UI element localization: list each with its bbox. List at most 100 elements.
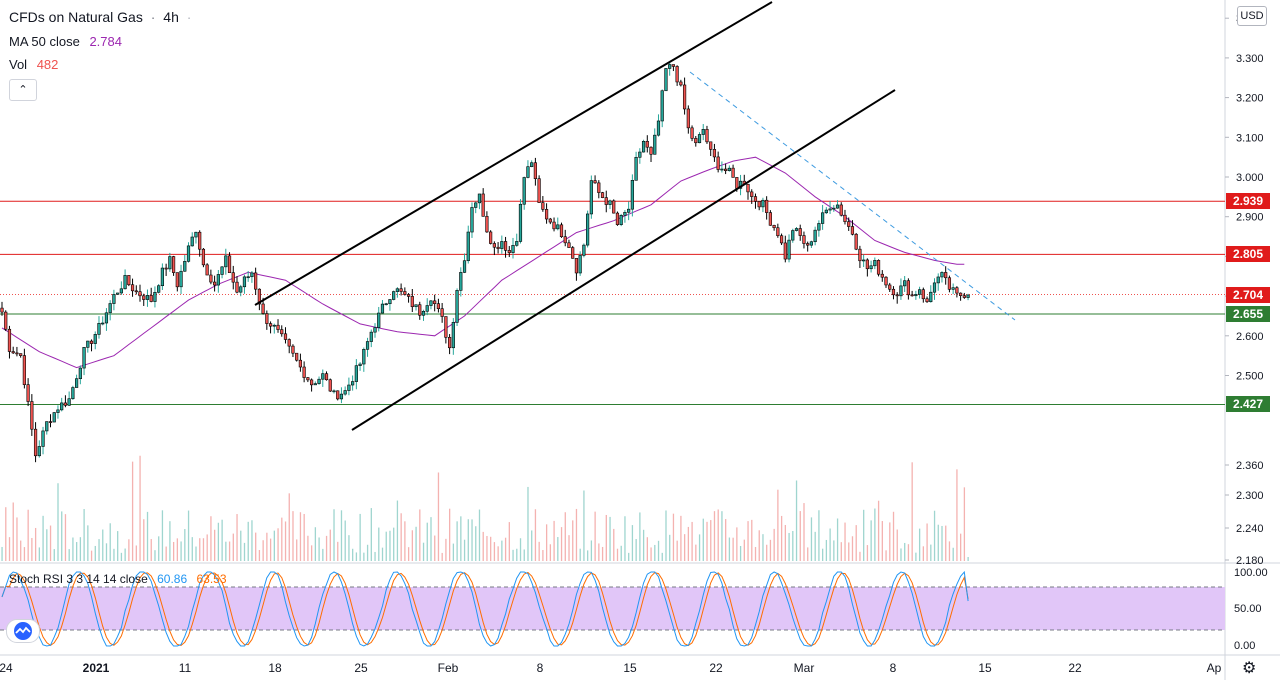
ma-value: 2.784	[89, 34, 122, 49]
candle-body	[839, 204, 843, 216]
volume-bar	[72, 537, 74, 561]
volume-bar	[463, 539, 466, 561]
channel-lower-line[interactable]	[351, 89, 896, 431]
tradingview-logo-icon[interactable]	[6, 619, 40, 643]
volume-bar	[139, 455, 141, 561]
volume-bar	[105, 543, 108, 561]
volume-bar	[87, 525, 89, 561]
collapse-legend-button[interactable]: ⌃	[9, 79, 37, 101]
candle-body	[421, 310, 426, 316]
volume-bar	[117, 531, 119, 561]
volume-bar	[784, 524, 786, 561]
stoch-legend[interactable]: Stoch RSI 3 3 14 14 close 60.86 63.53	[9, 572, 227, 586]
candle-body	[186, 245, 191, 262]
candle-body	[160, 267, 164, 287]
candle-body	[127, 275, 131, 286]
candle-body	[466, 231, 470, 262]
candle-body	[97, 323, 101, 335]
volume-bar	[836, 518, 839, 561]
volume-bar	[172, 541, 175, 561]
candle-body	[362, 349, 366, 365]
volume-bar	[486, 535, 488, 561]
volume-bar	[676, 540, 678, 561]
candle-body	[850, 226, 855, 235]
volume-bar	[747, 521, 749, 561]
candle-body	[589, 180, 593, 215]
volume-bar	[243, 542, 246, 561]
volume-bar	[269, 538, 272, 561]
trend-drawings[interactable]	[254, 1, 1016, 431]
symbol-title: CFDs on Natural Gas	[9, 9, 143, 25]
volume-bar	[57, 483, 59, 561]
candle-body	[653, 134, 657, 155]
candle-body	[694, 138, 698, 144]
candle-body	[265, 313, 269, 324]
candle-body	[563, 236, 567, 244]
settings-gear-icon[interactable]: ⚙	[1242, 660, 1257, 677]
volume-bar	[337, 541, 339, 561]
candle-body	[537, 178, 541, 203]
candle-body	[798, 228, 802, 236]
volume-bar	[527, 486, 529, 561]
volume-bar	[266, 532, 268, 561]
volume-bar	[572, 520, 574, 561]
volume-bar	[348, 535, 350, 561]
volume-bar	[206, 534, 208, 561]
candle-body	[157, 285, 161, 293]
volume-bar	[333, 509, 335, 561]
volume-bar	[340, 510, 343, 561]
symbol-legend[interactable]: CFDs on Natural Gas · 4h ·	[9, 9, 191, 25]
candle-body	[272, 324, 276, 327]
volume-bar	[680, 515, 682, 561]
candle-body	[254, 272, 258, 290]
candle-body	[701, 129, 705, 135]
ma-label: MA 50 close	[9, 34, 80, 49]
volume-bar	[545, 524, 548, 561]
candle-body	[440, 308, 444, 317]
candle-body	[354, 365, 358, 382]
horizontal-levels[interactable]	[0, 200, 1225, 405]
vol-legend[interactable]: Vol 482	[9, 57, 58, 72]
volume-bar	[695, 544, 697, 561]
volume-bar	[605, 514, 607, 561]
volume-bar	[717, 509, 719, 561]
volume-bar	[710, 520, 712, 561]
volume-bar	[53, 549, 55, 561]
volume-bar	[687, 526, 690, 561]
time-axis[interactable]: 24 2021 11 18 25 Feb 8 15 22 Mar 8 15 22 Ap	[0, 661, 1222, 675]
volume-bar	[762, 534, 764, 561]
volume-bar	[766, 544, 768, 561]
candle-body	[735, 177, 739, 189]
volume-bar	[814, 531, 816, 561]
volume-bar	[31, 537, 33, 561]
candle-body	[250, 272, 254, 278]
volume-bar	[691, 521, 693, 561]
volume-bar	[90, 550, 93, 561]
volume-bar	[49, 525, 52, 561]
volume-bar	[296, 539, 298, 561]
candle-body	[500, 241, 504, 249]
candle-body	[783, 242, 787, 260]
volume-bar	[669, 534, 671, 561]
candle-body	[403, 291, 407, 295]
volume-bar	[471, 519, 473, 561]
candle-body	[11, 351, 15, 354]
candle-body	[753, 196, 758, 202]
candle-body	[951, 287, 955, 290]
volume-bar	[773, 528, 775, 561]
time-tick-label: Feb	[438, 661, 459, 675]
time-tick-label: 8	[890, 661, 897, 675]
candle-body	[690, 127, 694, 139]
descending-trend-line[interactable]	[689, 71, 1016, 321]
channel-upper-line[interactable]	[254, 1, 773, 306]
candle-body	[75, 378, 79, 388]
candle-body	[511, 245, 515, 253]
ma-legend[interactable]: MA 50 close 2.784	[9, 34, 122, 49]
volume-bar	[396, 500, 399, 561]
volume-bar	[654, 544, 656, 561]
volume-bar	[930, 544, 932, 561]
candle-body	[608, 200, 612, 205]
candle-body	[298, 359, 303, 368]
currency-button[interactable]: USD	[1237, 6, 1267, 26]
